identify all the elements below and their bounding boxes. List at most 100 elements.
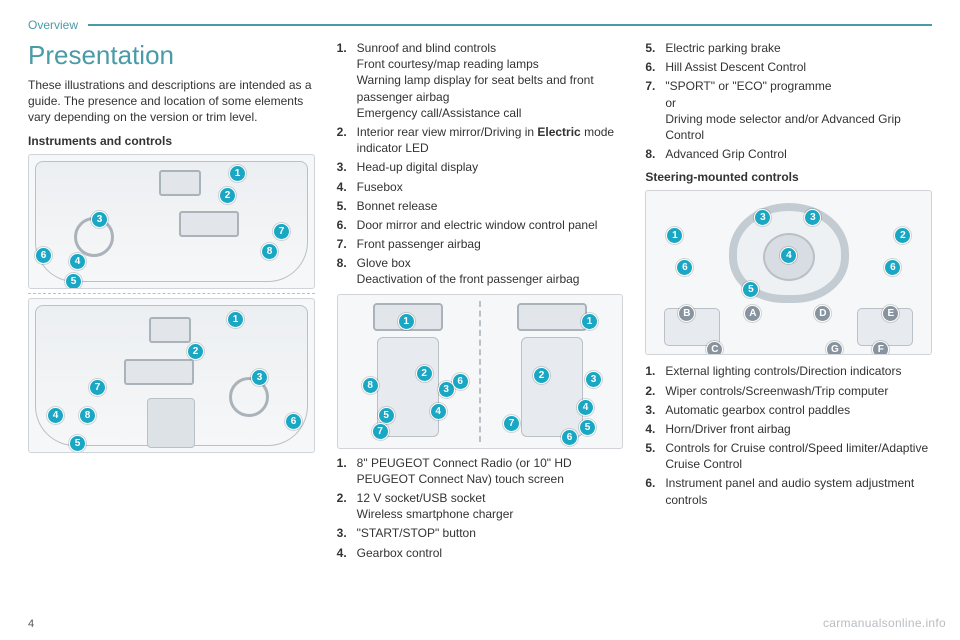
header: Overview: [28, 18, 932, 32]
callout-2: 2: [187, 343, 204, 360]
callout-2: 2: [533, 367, 550, 384]
list-item: 3.Head-up digital display: [337, 159, 624, 175]
list-item-number: 5.: [337, 198, 357, 214]
list-item: 6.Instrument panel and audio system adju…: [645, 475, 932, 507]
callout-1: 1: [229, 165, 246, 182]
callout-6: 6: [285, 413, 302, 430]
callout-8: 8: [79, 407, 96, 424]
list-item: 7."SPORT" or "ECO" programmeorDriving mo…: [645, 78, 932, 143]
list-item-number: 7.: [337, 236, 357, 252]
list-item: 1.External lighting controls/Direction i…: [645, 363, 932, 379]
list-item-text: Front passenger airbag: [357, 236, 624, 252]
list-item-text: 8" PEUGEOT Connect Radio (or 10" HD PEUG…: [357, 455, 624, 487]
list-item-number: 6.: [645, 59, 665, 75]
touchscreen: [517, 303, 587, 331]
callout-4: 4: [577, 399, 594, 416]
list-item: 2.Wiper controls/Screenwash/Trip compute…: [645, 383, 932, 399]
center-screen: [124, 359, 194, 385]
header-label: Overview: [28, 18, 78, 32]
list-item-number: 2.: [337, 490, 357, 522]
list-center-console: 1.8" PEUGEOT Connect Radio (or 10" HD PE…: [337, 455, 624, 561]
callout-8: 8: [261, 243, 278, 260]
list-item-number: 2.: [337, 124, 357, 156]
column-2: 1. Sunroof and blind controlsFront courte…: [337, 40, 624, 567]
list-steering-controls: 1.External lighting controls/Direction i…: [645, 363, 932, 508]
callout-3: 3: [91, 211, 108, 228]
list-item-number: 5.: [645, 40, 665, 56]
list-item-text: Head-up digital display: [357, 159, 624, 175]
list-item: 1.Sunroof and blind controlsFront courte…: [337, 40, 624, 121]
callout-1: 1: [666, 227, 683, 244]
list-item-text: Wiper controls/Screenwash/Trip computer: [665, 383, 932, 399]
list-item: 4.Horn/Driver front airbag: [645, 421, 932, 437]
callout-6: 6: [452, 373, 469, 390]
callout-G: G: [826, 341, 843, 355]
list-item: 5.Electric parking brake: [645, 40, 932, 56]
rearview-screen: [149, 317, 191, 343]
list-item-text: Glove boxDeactivation of the front passe…: [357, 255, 624, 287]
list-item-text: "START/STOP" button: [357, 525, 624, 541]
center-console-right: 1234567: [481, 295, 622, 448]
center-screen: [179, 211, 239, 237]
watermark: carmanualsonline.info: [823, 616, 946, 630]
page-title: Presentation: [28, 40, 315, 71]
column-1: Presentation These illustrations and des…: [28, 40, 315, 567]
list-item: 6.Door mirror and electric window contro…: [337, 217, 624, 233]
list-item-number: 8.: [337, 255, 357, 287]
callout-8: 8: [362, 377, 379, 394]
figure-steering-wheel: ♞ 12334566ABCDEFG: [645, 190, 932, 355]
list-item: 2.Interior rear view mirror/Driving in E…: [337, 124, 624, 156]
list-item: 3.Automatic gearbox control paddles: [645, 402, 932, 418]
list-item-number: 3.: [645, 402, 665, 418]
list-item-number: 8.: [645, 146, 665, 162]
center-console-left: 12345678: [338, 295, 479, 448]
callout-A: A: [744, 305, 761, 322]
callout-2: 2: [219, 187, 236, 204]
figure-dashboard-1: 12345678: [28, 154, 315, 289]
list-item: 3."START/STOP" button: [337, 525, 624, 541]
callout-2: 2: [894, 227, 911, 244]
list-item: 4.Gearbox control: [337, 545, 624, 561]
list-item: 5.Bonnet release: [337, 198, 624, 214]
callout-4: 4: [47, 407, 64, 424]
center-console: [147, 398, 195, 448]
subhead-steering: Steering-mounted controls: [645, 170, 932, 184]
list-item-text: "SPORT" or "ECO" programmeorDriving mode…: [665, 78, 932, 143]
callout-6: 6: [35, 247, 52, 264]
callout-6: 6: [676, 259, 693, 276]
list-item-number: 1.: [645, 363, 665, 379]
callout-7: 7: [372, 423, 389, 440]
content-columns: Presentation These illustrations and des…: [28, 40, 932, 567]
list-item: 2.12 V socket/USB socketWireless smartph…: [337, 490, 624, 522]
figure-dashboard-2: 12345678: [28, 298, 315, 453]
list-item-text: Gearbox control: [357, 545, 624, 561]
callout-D: D: [814, 305, 831, 322]
list-item-number: 3.: [337, 525, 357, 541]
callout-3: 3: [251, 369, 268, 386]
callout-1: 1: [227, 311, 244, 328]
list-item-text: Interior rear view mirror/Driving in Ele…: [357, 124, 624, 156]
list-item-text: Horn/Driver front airbag: [665, 421, 932, 437]
callout-5: 5: [579, 419, 596, 436]
callout-3: 3: [585, 371, 602, 388]
list-item-text: Instrument panel and audio system adjust…: [665, 475, 932, 507]
list-item-text: Bonnet release: [357, 198, 624, 214]
list-item-number: 1.: [337, 455, 357, 487]
list-item-number: 5.: [645, 440, 665, 472]
callout-4: 4: [69, 253, 86, 270]
center-stack: [521, 337, 583, 437]
callout-1: 1: [398, 313, 415, 330]
list-item-text: Sunroof and blind controlsFront courtesy…: [357, 40, 624, 121]
callout-5: 5: [69, 435, 86, 452]
callout-C: C: [706, 341, 723, 355]
list-item: 8.Advanced Grip Control: [645, 146, 932, 162]
list-item-number: 4.: [337, 179, 357, 195]
list-item: 7.Front passenger airbag: [337, 236, 624, 252]
callout-7: 7: [503, 415, 520, 432]
list-center-console-continued: 5.Electric parking brake6.Hill Assist De…: [645, 40, 932, 162]
list-item-text: Fusebox: [357, 179, 624, 195]
list-interior-controls: 1.Sunroof and blind controlsFront courte…: [337, 40, 624, 288]
list-item-text: Automatic gearbox control paddles: [665, 402, 932, 418]
list-item-text: Electric parking brake: [665, 40, 932, 56]
subhead-instruments: Instruments and controls: [28, 134, 315, 148]
